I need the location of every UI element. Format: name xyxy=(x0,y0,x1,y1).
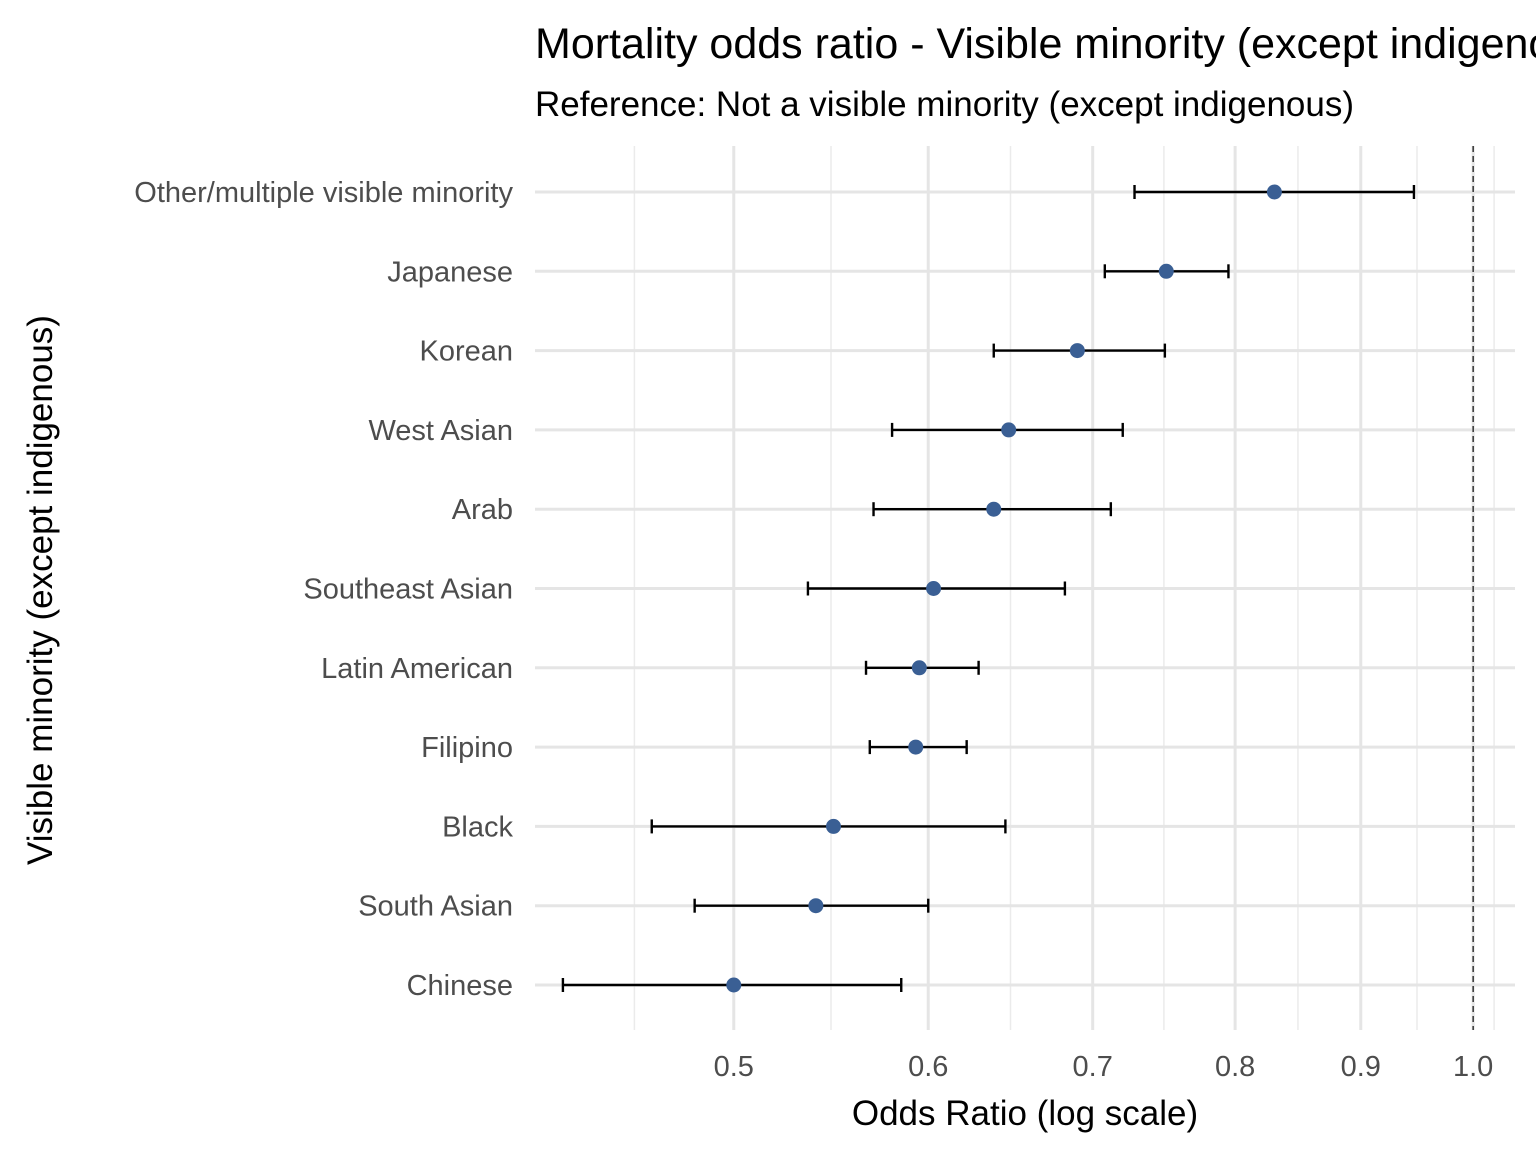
chart-subtitle: Reference: Not a visible minority (excep… xyxy=(535,85,1354,124)
data-point xyxy=(908,739,924,755)
data-point xyxy=(926,581,942,596)
data-point xyxy=(1266,184,1282,200)
x-axis-title: Odds Ratio (log scale) xyxy=(852,1094,1198,1133)
y-tick-label: Latin American xyxy=(321,653,513,685)
data-point xyxy=(986,501,1002,517)
chart-title: Mortality odds ratio - Visible minority … xyxy=(535,20,1536,68)
x-axis-labels: 0.5 0.6 0.7 0.8 0.9 1.0 xyxy=(714,1051,1494,1083)
point-estimates xyxy=(726,184,1282,993)
y-axis-title: Visible minority (except indigenous) xyxy=(21,315,60,865)
data-point xyxy=(726,977,742,993)
y-tick-label: West Asian xyxy=(368,415,513,447)
x-tick-label: 0.9 xyxy=(1341,1051,1381,1083)
data-point xyxy=(1158,263,1174,279)
x-tick-label: 1.0 xyxy=(1453,1051,1493,1083)
y-tick-label: Black xyxy=(442,811,513,843)
y-axis-labels: Other/multiple visible minority Japanese K… xyxy=(134,177,513,1002)
data-point xyxy=(1001,422,1017,438)
y-tick-label: Korean xyxy=(419,336,513,368)
data-point xyxy=(825,818,841,834)
y-tick-label: Arab xyxy=(452,494,513,526)
y-tick-label: Chinese xyxy=(407,970,513,1002)
y-tick-label: South Asian xyxy=(358,891,513,923)
data-point xyxy=(1069,343,1085,359)
data-point xyxy=(808,898,824,914)
y-tick-label: Filipino xyxy=(421,732,513,764)
x-tick-label: 0.5 xyxy=(714,1051,754,1083)
x-tick-label: 0.6 xyxy=(908,1051,948,1083)
y-tick-label: Japanese xyxy=(387,256,513,288)
data-point xyxy=(911,660,927,676)
y-tick-label: Other/multiple visible minority xyxy=(134,177,513,209)
x-tick-label: 0.7 xyxy=(1073,1051,1113,1083)
y-tick-label: Southeast Asian xyxy=(303,574,513,606)
x-tick-label: 0.8 xyxy=(1215,1051,1255,1083)
